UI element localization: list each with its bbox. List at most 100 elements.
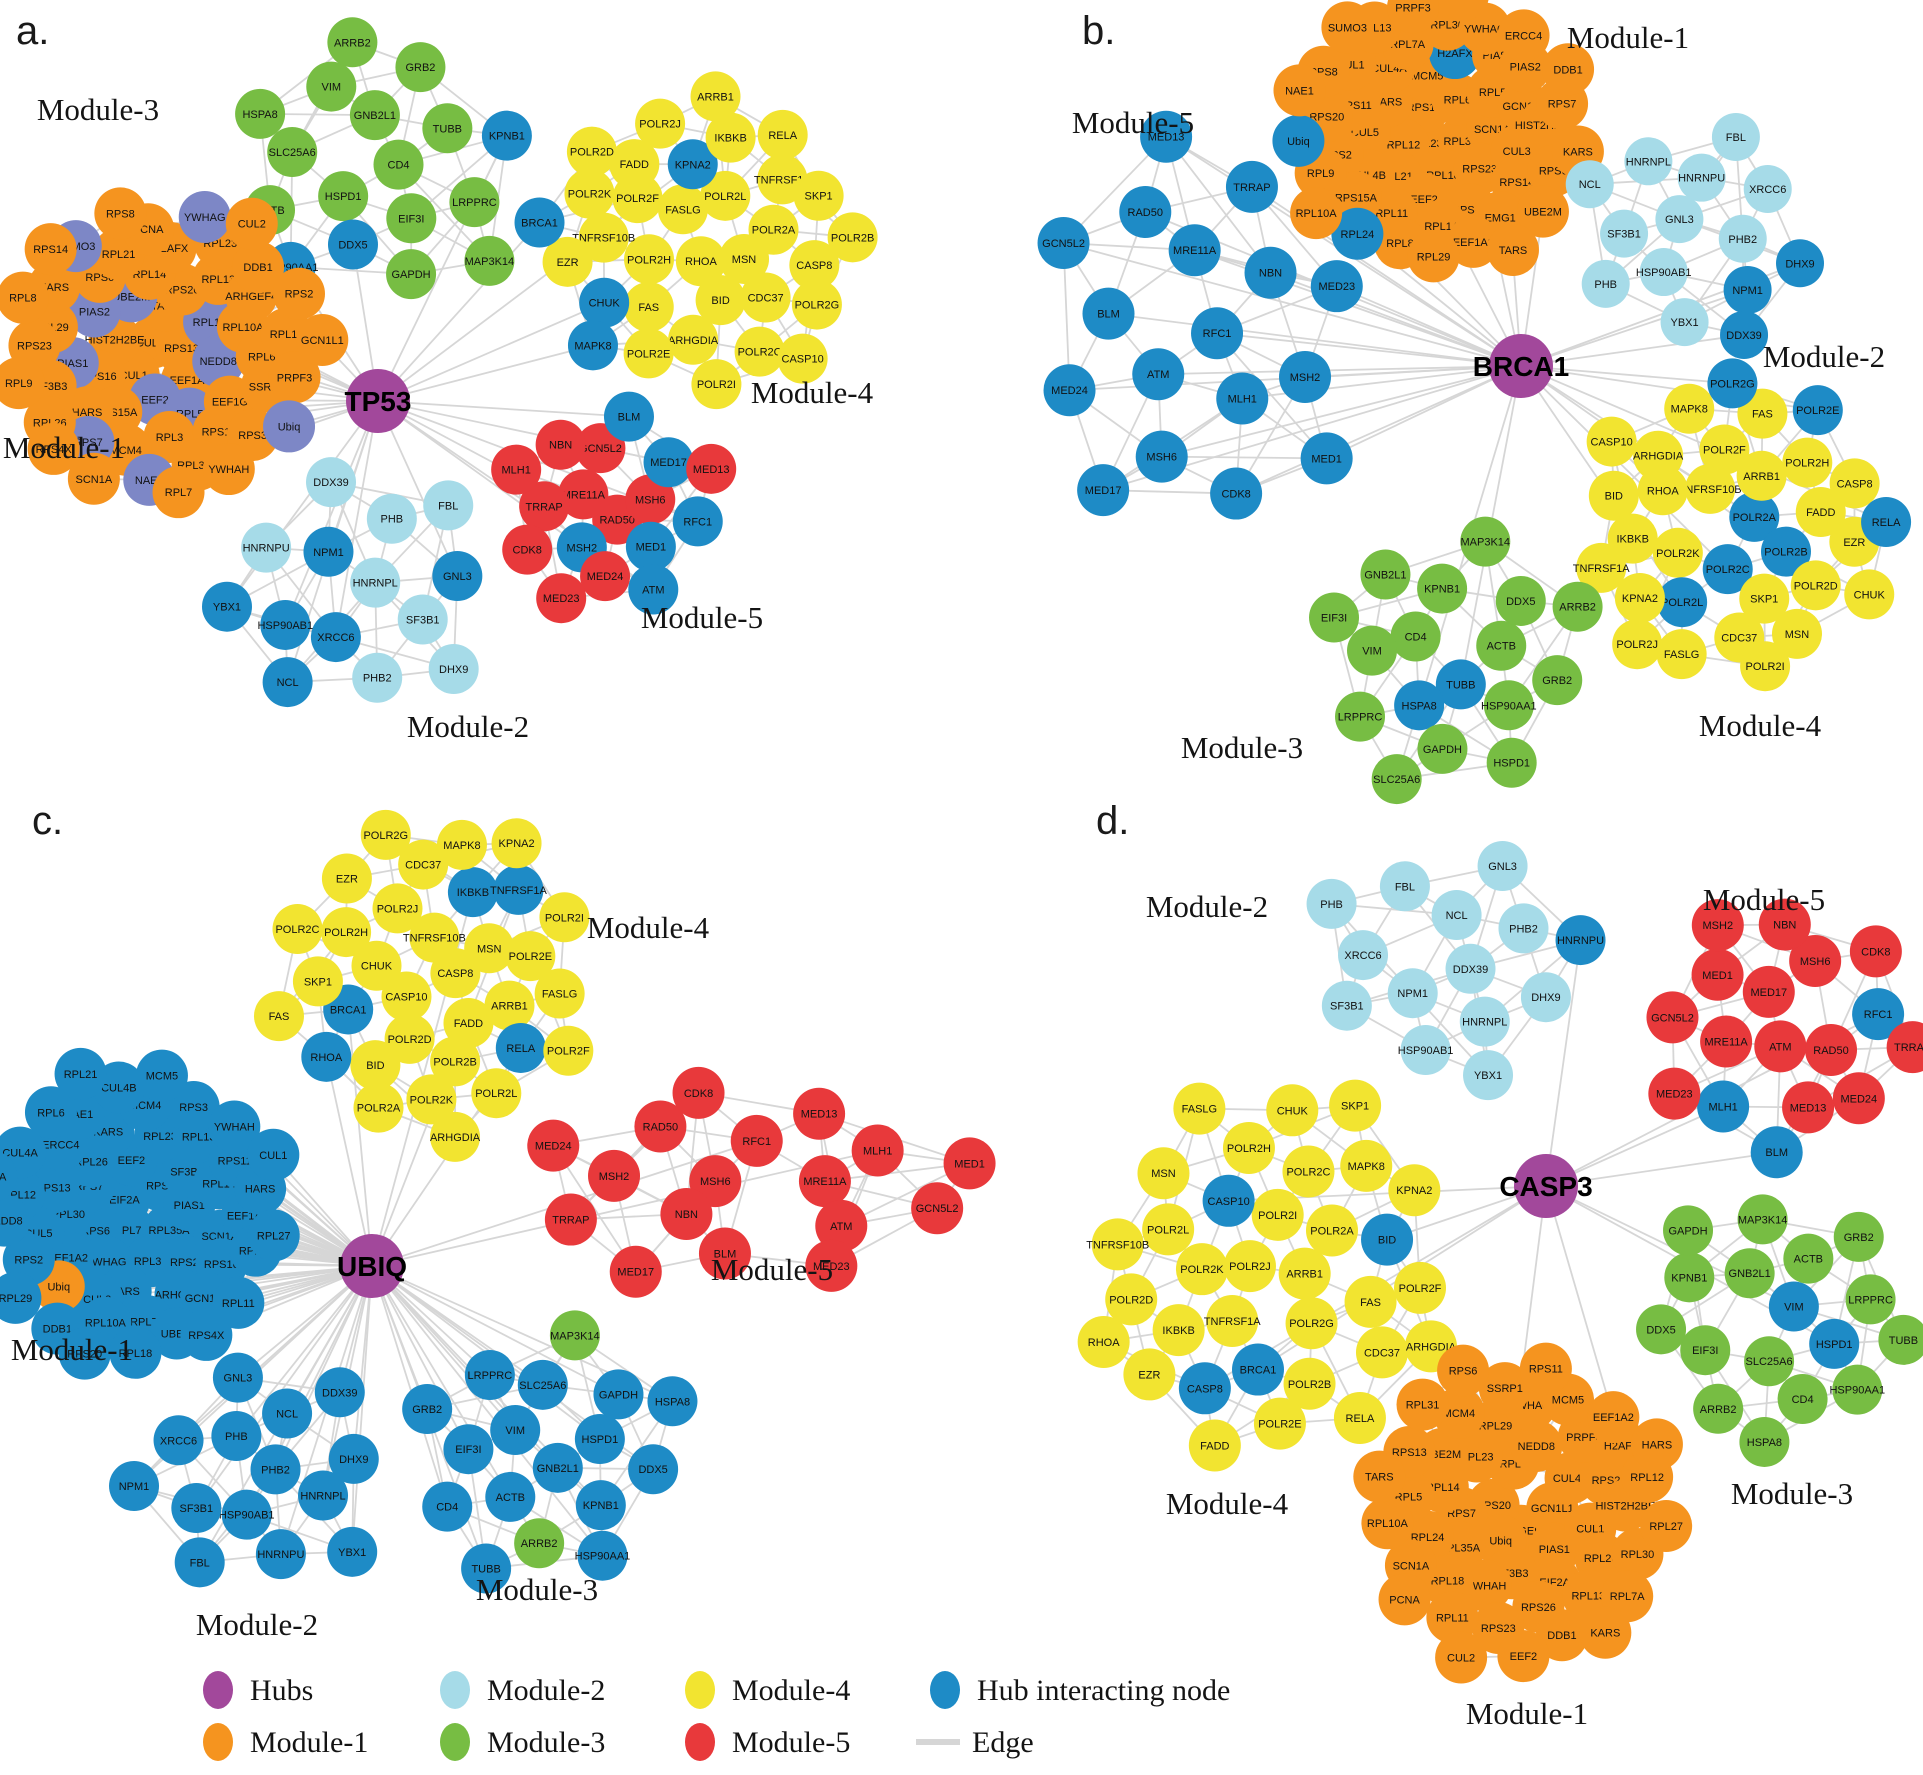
node-label: NEDD8 — [1518, 1441, 1555, 1453]
node-BID: BID — [1588, 470, 1639, 521]
node-label: NBN — [1259, 268, 1282, 280]
node-YWHAG: YWHAG — [178, 190, 231, 243]
node-label: TNFRSF10B — [1679, 484, 1742, 496]
node-label: RPL8 — [1386, 238, 1414, 250]
node-CUL1: CUL1 — [247, 1128, 300, 1181]
node-NBN: NBN — [535, 419, 586, 470]
node-circle — [1697, 1080, 1750, 1133]
node-label: CHUK — [1854, 589, 1886, 601]
node-CD4: CD4 — [373, 139, 424, 190]
node-BRCA1: BRCA1 — [514, 197, 565, 248]
node-circle — [1655, 195, 1704, 244]
node-label: MLH1 — [1708, 1101, 1737, 1113]
node-VIM: VIM — [1768, 1281, 1819, 1332]
node-label: MSN — [1151, 1168, 1176, 1180]
node-label: GNL3 — [1488, 861, 1517, 873]
node-label: EIF2A — [1448, 0, 1479, 2]
node-label: POLR2G — [1289, 1318, 1334, 1330]
node-POLR2E: POLR2E — [1253, 1397, 1306, 1450]
node-label: GCN1L1 — [301, 335, 344, 347]
node-HNRNPU: HNRNPU — [1555, 915, 1606, 966]
node-POLR2H: POLR2H — [1782, 437, 1833, 488]
node-PHB: PHB — [1306, 878, 1357, 929]
node-MAPK8: MAPK8 — [1664, 383, 1715, 434]
node-CD4: CD4 — [1390, 611, 1441, 662]
node-label: CASP10 — [782, 354, 824, 366]
node-label: RPL23 — [1460, 1451, 1494, 1463]
node-CASP8: CASP8 — [789, 240, 840, 291]
node-circle — [1664, 1252, 1715, 1303]
node-label: RPL27 — [257, 1230, 291, 1242]
node-circle — [1510, 1419, 1563, 1472]
node-MSH6: MSH6 — [625, 474, 676, 525]
node-circle — [1844, 569, 1895, 620]
node-circle — [1273, 64, 1326, 117]
node-circle — [24, 223, 77, 276]
node-GNL3: GNL3 — [212, 1352, 263, 1403]
node-circle — [1378, 1573, 1431, 1626]
node-label: HSP90AB1 — [1398, 1045, 1454, 1057]
node-label: MSH2 — [1703, 920, 1734, 932]
node-POLR2B: POLR2B — [430, 1036, 481, 1087]
node-label: RPL6 — [37, 1107, 65, 1119]
node-label: MAPK8 — [1348, 1161, 1385, 1173]
node-label: POLR2E — [627, 348, 670, 360]
node-label: CDK8 — [684, 1088, 713, 1100]
node-circle — [1691, 948, 1744, 1001]
hub-edge — [377, 400, 630, 418]
node-SLC25A6: SLC25A6 — [517, 1359, 568, 1410]
node-BID: BID — [695, 275, 746, 326]
node-label: CHUK — [361, 961, 393, 973]
node-FASLG: FASLG — [1656, 629, 1707, 680]
node-circle — [1743, 164, 1792, 213]
node-UBE2M: UBE2M — [1516, 185, 1569, 238]
node-MLH1: MLH1 — [1216, 372, 1269, 425]
node-circle — [443, 997, 494, 1048]
node-circle — [1832, 1364, 1883, 1415]
node-circle — [805, 1239, 858, 1292]
node-label: CD4 — [1405, 631, 1427, 643]
labels-layer: Module-2 Module-5 Module-4 Module-3 Module-1 — [1146, 882, 1853, 1731]
node-label: MED13 — [1790, 1102, 1827, 1114]
node-circle — [303, 526, 354, 577]
cluster-label-b-module-1: Module-1 — [1567, 20, 1689, 55]
node-label: EZR — [336, 873, 358, 885]
node-label: FADD — [454, 1018, 483, 1030]
node-circle — [628, 1444, 679, 1495]
node-TNFRSF1A: TNFRSF1A — [1573, 542, 1630, 593]
node-label: RPL14 — [1426, 1482, 1460, 1494]
node-label: FBL — [190, 1557, 210, 1569]
hub-edge — [1545, 1151, 1777, 1187]
node-circle — [657, 184, 708, 235]
node-label: TRRAP — [1233, 182, 1270, 194]
node-POLR2E: POLR2E — [623, 328, 674, 379]
node-circle — [1736, 450, 1787, 501]
node-POLR2D: POLR2D — [384, 1013, 435, 1064]
node-POLR2A: POLR2A — [1729, 491, 1780, 542]
node-PRPF3: PRPF3 — [1387, 0, 1439, 34]
node-label: RPL13 — [182, 1132, 216, 1144]
node-label: MLH1 — [501, 465, 530, 477]
node-label: DDX39 — [1726, 330, 1761, 342]
node-circle — [1663, 1205, 1714, 1256]
node-label: CDK8 — [1221, 489, 1250, 501]
node-SLC25A6: SLC25A6 — [1371, 754, 1422, 805]
node-label: MED23 — [1318, 281, 1355, 293]
node-label: XRCC6 — [160, 1435, 197, 1447]
node-POLR2L: POLR2L — [1657, 577, 1708, 628]
hub-edge — [325, 1056, 373, 1267]
node-POLR2F: POLR2F — [1699, 424, 1750, 475]
node-label: MRE11A — [1173, 245, 1217, 257]
node-label: POLR2H — [627, 254, 671, 266]
node-label: RPL29 — [0, 1293, 32, 1305]
node-RPL10A: RPL10A — [1290, 187, 1343, 240]
node-circle — [153, 1415, 204, 1466]
node-circle — [174, 1537, 225, 1588]
node-circle — [398, 839, 449, 890]
node-label: GRB2 — [1844, 1232, 1874, 1244]
hub-circle — [1514, 1154, 1578, 1218]
node-POLR2I: POLR2I — [691, 359, 742, 410]
node-circle — [603, 391, 654, 442]
node-label: HNRNPU — [1678, 173, 1725, 185]
node-label: RAD50 — [599, 515, 634, 527]
